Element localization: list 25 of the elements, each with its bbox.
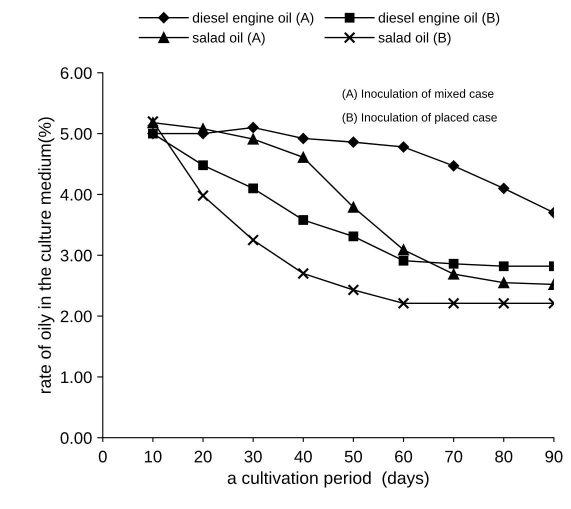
annotation: (B) Inoculation of placed case — [342, 112, 497, 124]
x-tick-label: 60 — [395, 450, 412, 462]
x-tick-label: 30 — [244, 450, 262, 462]
legend-label: diesel engine oil (B) — [378, 12, 500, 26]
legend-label: diesel engine oil (A) — [192, 12, 314, 26]
y-tick-label: 6.00 — [60, 67, 92, 79]
y-tick-label: 3.00 — [60, 250, 92, 262]
y-tick-label: 1.00 — [61, 371, 92, 384]
y-tick-label: 4.00 — [60, 188, 92, 201]
x-tick-label: 90 — [545, 450, 562, 462]
y-tick-label: 5.00 — [60, 128, 92, 140]
x-axis-title: a cultivation period (days) — [228, 471, 429, 488]
x-tick-label: 20 — [194, 450, 212, 462]
legend-label: salad oil (A) — [192, 32, 265, 46]
x-tick-label: 80 — [495, 450, 512, 462]
annotation: (A) Inoculation of mixed case — [342, 89, 494, 100]
x-tick-label: 10 — [144, 450, 162, 462]
y-axis-title: rate of oily in the culture medium(%) — [38, 117, 54, 394]
y-tick-label: 2.00 — [60, 310, 92, 322]
x-tick-label: 0 — [98, 450, 107, 462]
y-tick-label: 0.00 — [60, 432, 92, 444]
x-tick-label: 40 — [294, 450, 312, 462]
legend-label: salad oil (B) — [378, 32, 451, 46]
x-tick-label: 70 — [445, 450, 462, 462]
x-tick-label: 50 — [344, 450, 362, 462]
